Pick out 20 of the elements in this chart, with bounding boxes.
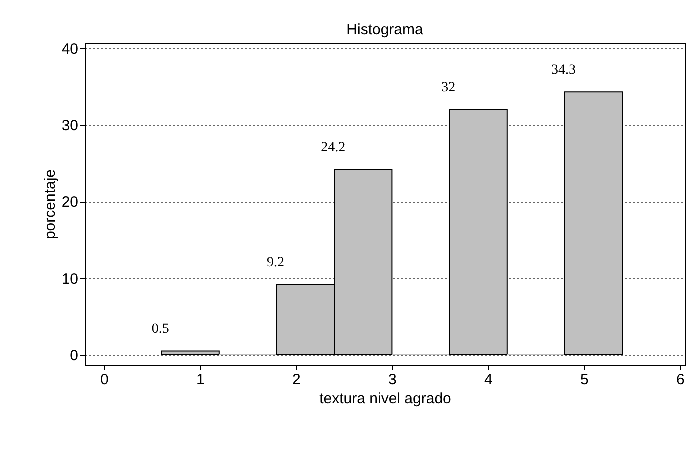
x-tick-label: 0	[100, 372, 109, 388]
data-label: 9.2	[267, 256, 285, 270]
y-tick-label: 20	[62, 194, 78, 212]
y-tick-label: 30	[62, 118, 78, 135]
x-tick-label: 1	[196, 372, 205, 388]
x-tick-label: 2	[292, 372, 301, 388]
x-tick-label: 6	[676, 372, 685, 388]
x-tick-label: 4	[484, 372, 493, 388]
chart-title: Histograma	[346, 21, 424, 38]
x-tick-label: 5	[580, 372, 589, 388]
y-axis-title: porcentaje	[42, 169, 59, 240]
data-label: 0.5	[152, 322, 170, 338]
x-axis-title: textura nivel agrado	[320, 390, 452, 408]
x-tick-label: 3	[388, 372, 397, 388]
data-label: 34.3	[552, 63, 576, 78]
data-label: 24.2	[321, 140, 346, 156]
y-tick-label: 40	[62, 40, 78, 58]
data-label: 32	[442, 80, 456, 96]
y-tick-label: 0	[70, 348, 78, 365]
y-tick-label: 10	[62, 270, 78, 288]
